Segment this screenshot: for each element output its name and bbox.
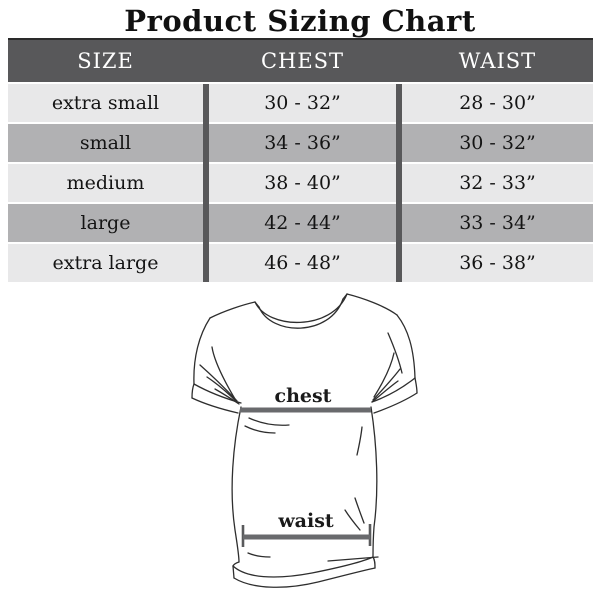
table-row: extra large 46 - 48” 36 - 38” [8,244,593,282]
sizing-table: SIZE CHEST WAIST extra small 30 - 32” 28… [8,38,593,282]
column-divider [396,84,402,282]
waist-cell: 33 - 34” [402,204,593,242]
column-header-waist: WAIST [458,49,537,73]
column-header-chest: CHEST [260,49,345,73]
size-cell: extra large [8,244,203,282]
column-header-size: SIZE [77,49,134,73]
table-body: extra small 30 - 32” 28 - 30” small 34 -… [8,84,593,282]
size-cell: extra small [8,84,203,122]
table-row: medium 38 - 40” 32 - 33” [8,164,593,202]
column-divider [203,84,209,282]
size-cell: small [8,124,203,162]
tshirt-illustration: chest waist [0,285,600,600]
chest-cell: 34 - 36” [209,124,396,162]
table-header-row: SIZE CHEST WAIST [8,38,593,82]
waist-measure-bar [243,534,370,540]
chest-label: chest [275,385,332,407]
size-cell: medium [8,164,203,202]
tshirt-svg: chest waist [191,293,418,588]
page-title: Product Sizing Chart [124,4,476,38]
table-row: small 34 - 36” 30 - 32” [8,124,593,162]
waist-cell: 30 - 32” [402,124,593,162]
waist-cell: 32 - 33” [402,164,593,202]
chest-measure-bar [240,407,371,413]
chest-cell: 30 - 32” [209,84,396,122]
chest-cell: 38 - 40” [209,164,396,202]
waist-label: waist [277,510,334,532]
table-row: large 42 - 44” 33 - 34” [8,204,593,242]
chest-cell: 46 - 48” [209,244,396,282]
table-row: extra small 30 - 32” 28 - 30” [8,84,593,122]
size-cell: large [8,204,203,242]
tshirt-outline [191,293,418,588]
waist-cell: 28 - 30” [402,84,593,122]
waist-cell: 36 - 38” [402,244,593,282]
chest-cell: 42 - 44” [209,204,396,242]
